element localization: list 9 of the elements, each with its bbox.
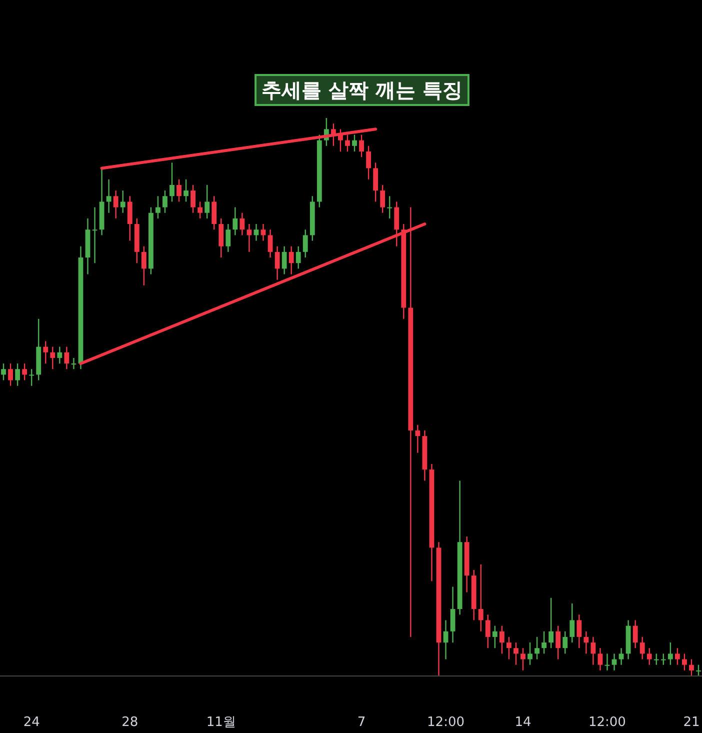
- x-tick-label: 28: [122, 715, 138, 730]
- x-tick-label: 11월: [206, 715, 236, 730]
- x-tick-label: 7: [357, 715, 366, 730]
- x-tick-label: 12:00: [427, 715, 465, 730]
- x-tick-label: 24: [23, 715, 40, 730]
- text: 추세를 살짝 깨는 특징: [262, 78, 462, 102]
- x-tick-label: 21: [683, 715, 700, 730]
- x-tick-label: 14: [514, 715, 532, 730]
- x-tick-label: 12:00: [588, 715, 626, 730]
